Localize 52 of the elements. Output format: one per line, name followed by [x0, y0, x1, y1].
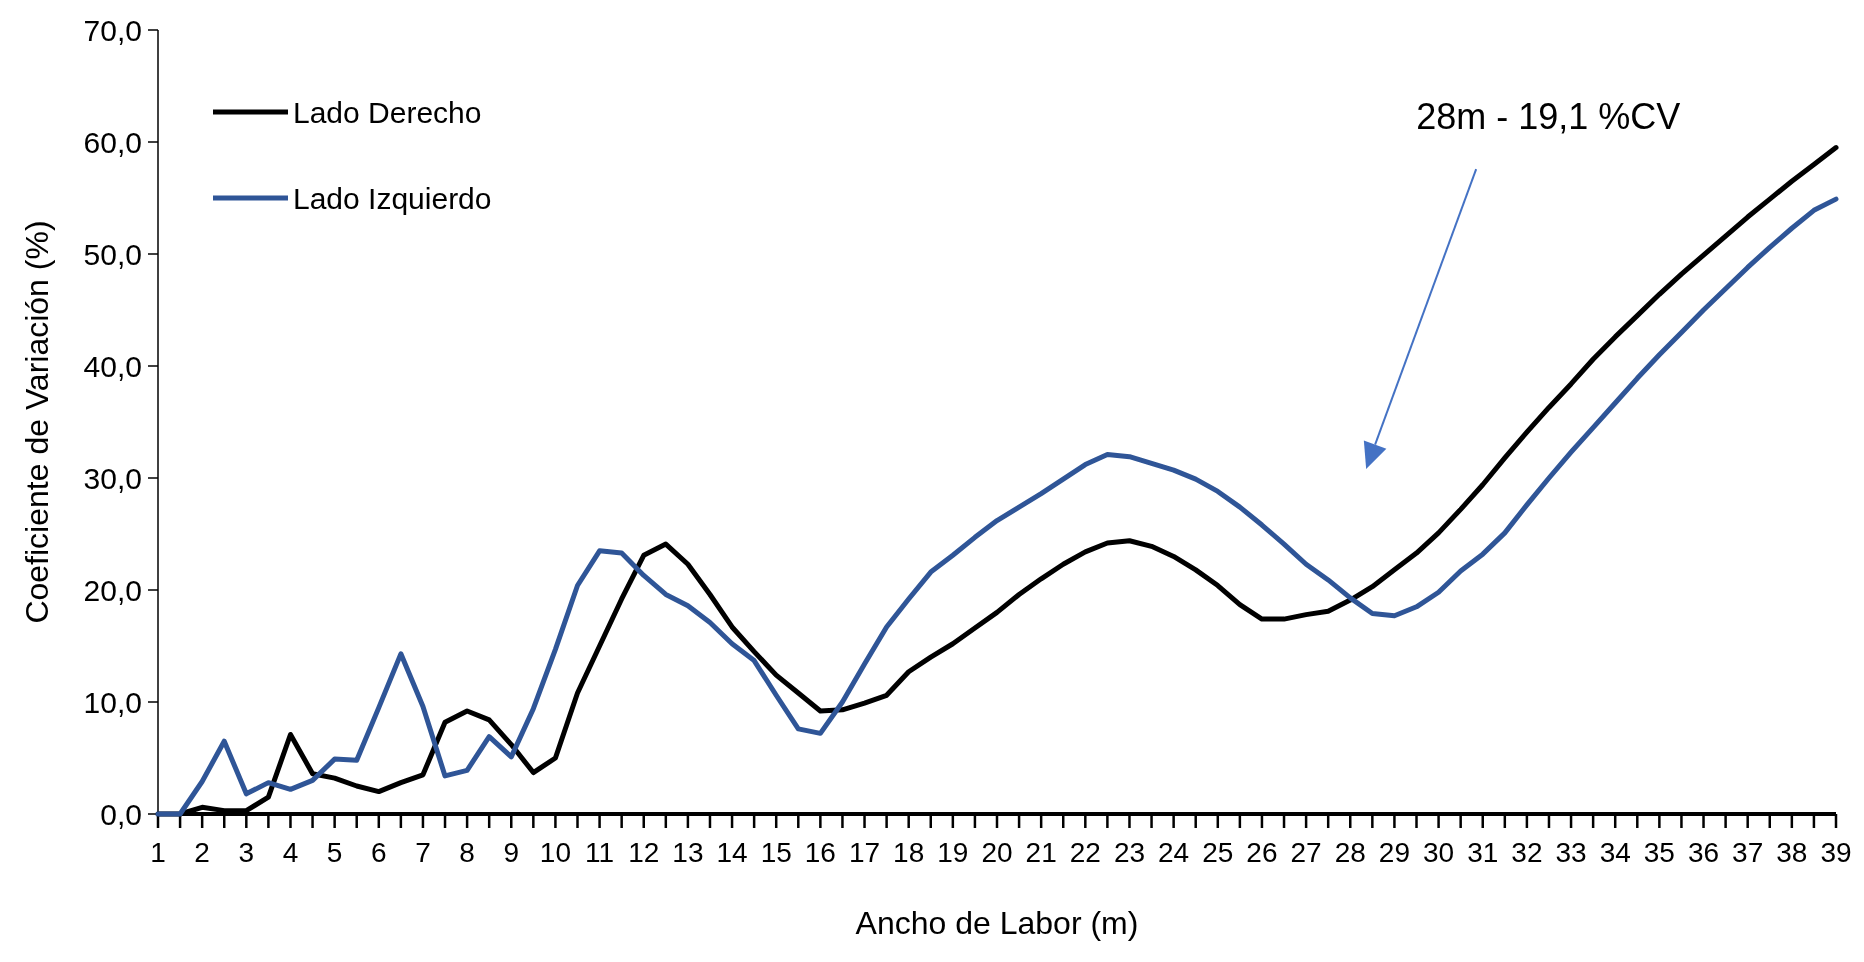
y-tick-label: 10,0 — [83, 685, 142, 719]
x-tick-label: 12 — [628, 837, 660, 868]
x-tick-label: 27 — [1290, 837, 1322, 868]
x-tick-label: 20 — [981, 837, 1013, 868]
y-axis-title: Coeficiente de Variación (%) — [19, 220, 55, 624]
x-tick-label: 9 — [503, 837, 520, 868]
x-tick-label: 6 — [371, 837, 387, 868]
x-tick-label: 2 — [194, 837, 210, 868]
x-tick-label: 4 — [282, 837, 299, 868]
x-tick-label: 24 — [1158, 837, 1190, 868]
y-tick-label: 0,0 — [100, 797, 142, 831]
annotation: 28m - 19,1 %CV — [1416, 96, 1681, 138]
x-tick-label: 10 — [539, 837, 571, 868]
x-tick-label: 14 — [716, 837, 748, 868]
legend-label: Lado Derecho — [293, 95, 482, 129]
y-tick-label: 20,0 — [83, 573, 142, 607]
x-tick-label: 21 — [1025, 837, 1057, 868]
x-tick-label: 28 — [1334, 837, 1366, 868]
x-tick-label: 35 — [1643, 837, 1675, 868]
x-tick-label: 15 — [760, 837, 792, 868]
x-tick-label: 16 — [804, 837, 836, 868]
x-tick-label: 17 — [848, 837, 881, 868]
x-axis-title: Ancho de Labor (m) — [855, 905, 1139, 941]
x-tick-label: 38 — [1776, 837, 1808, 868]
x-tick-label: 11 — [585, 837, 615, 868]
x-tick-label: 26 — [1246, 837, 1278, 868]
y-tick-label: 40,0 — [83, 349, 142, 383]
x-tick-label: 23 — [1113, 837, 1146, 868]
x-tick-label: 32 — [1511, 837, 1543, 868]
x-tick-label: 22 — [1069, 837, 1101, 868]
x-tick-label: 5 — [326, 837, 343, 868]
x-tick-label: 33 — [1555, 837, 1587, 868]
y-tick-label: 70,0 — [83, 13, 142, 47]
x-tick-label: 18 — [893, 837, 925, 868]
x-tick-label: 34 — [1599, 837, 1631, 868]
y-tick-label: 60,0 — [83, 125, 142, 159]
x-tick-label: 19 — [937, 837, 969, 868]
y-tick-label: 50,0 — [83, 237, 142, 271]
x-tick-label: 7 — [415, 837, 431, 868]
x-tick-label: 30 — [1423, 837, 1455, 868]
x-tick-label: 3 — [238, 837, 255, 868]
x-tick-label: 1 — [150, 837, 166, 868]
x-tick-label: 31 — [1467, 837, 1499, 868]
y-tick-label: 30,0 — [83, 461, 142, 495]
x-tick-label: 25 — [1202, 837, 1234, 868]
x-tick-label: 29 — [1378, 837, 1410, 868]
x-tick-label: 8 — [459, 837, 475, 868]
legend-label: Lado Izquierdo — [293, 181, 492, 215]
x-tick-label: 36 — [1687, 837, 1720, 868]
x-tick-label: 39 — [1820, 837, 1852, 868]
x-tick-label: 37 — [1732, 837, 1764, 868]
x-tick-label: 13 — [672, 837, 704, 868]
